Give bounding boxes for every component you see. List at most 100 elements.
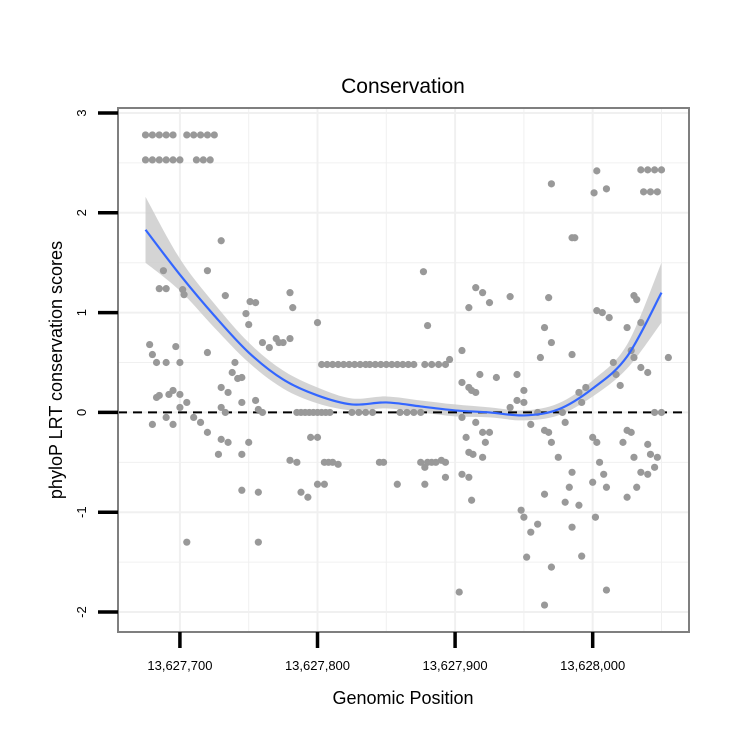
data-point bbox=[183, 398, 191, 407]
data-point bbox=[224, 438, 232, 446]
data-point bbox=[540, 601, 549, 609]
data-point bbox=[637, 363, 645, 372]
data-point bbox=[152, 358, 161, 367]
data-point bbox=[379, 458, 388, 466]
data-point bbox=[404, 360, 412, 369]
x-tick-label: 13,628,000 bbox=[560, 658, 625, 673]
smooth-trend-line bbox=[144, 229, 663, 417]
data-point bbox=[591, 513, 600, 521]
data-point bbox=[520, 398, 528, 407]
data-point bbox=[664, 353, 672, 362]
y-axis: -2 -1 0 1 2 3 bbox=[74, 109, 118, 618]
data-point bbox=[403, 408, 411, 417]
data-point bbox=[258, 338, 267, 347]
data-point bbox=[421, 480, 429, 488]
data-point bbox=[462, 433, 470, 441]
y-tick-label: 1 bbox=[74, 309, 89, 316]
data-point bbox=[320, 480, 328, 488]
data-point bbox=[639, 188, 648, 196]
data-point bbox=[234, 374, 242, 383]
data-point bbox=[355, 408, 363, 417]
data-point bbox=[421, 360, 429, 369]
data-point bbox=[561, 498, 569, 506]
data-point bbox=[458, 470, 466, 478]
data-point bbox=[593, 438, 601, 446]
data-point bbox=[224, 388, 232, 397]
data-point bbox=[286, 289, 294, 297]
data-point bbox=[286, 456, 294, 464]
data-point bbox=[527, 420, 535, 428]
data-point bbox=[637, 166, 645, 174]
data-point bbox=[434, 360, 443, 369]
data-point bbox=[176, 358, 184, 367]
x-tick-label: 13,627,700 bbox=[147, 658, 212, 673]
data-point bbox=[455, 588, 463, 596]
data-point bbox=[393, 360, 401, 369]
data-point bbox=[506, 403, 514, 412]
data-point bbox=[221, 408, 229, 417]
data-point bbox=[432, 458, 440, 466]
data-point bbox=[313, 480, 322, 488]
data-point bbox=[238, 450, 246, 458]
data-point bbox=[445, 355, 454, 364]
data-point bbox=[602, 483, 611, 491]
data-point bbox=[172, 342, 180, 351]
data-point bbox=[469, 450, 477, 458]
data-point bbox=[578, 552, 586, 560]
data-point bbox=[190, 413, 198, 422]
data-point bbox=[217, 383, 225, 392]
y-tick-label: -1 bbox=[74, 506, 89, 518]
data-point bbox=[203, 348, 212, 357]
data-point bbox=[651, 463, 659, 471]
data-point bbox=[513, 370, 521, 379]
data-point bbox=[479, 453, 487, 461]
data-point bbox=[554, 453, 562, 461]
data-point bbox=[368, 408, 377, 417]
data-point bbox=[657, 166, 666, 174]
panel-border bbox=[117, 107, 690, 633]
data-point bbox=[148, 156, 156, 164]
data-point bbox=[155, 131, 163, 139]
data-point bbox=[485, 299, 494, 307]
data-point bbox=[289, 304, 297, 312]
data-point bbox=[630, 353, 638, 362]
data-point bbox=[481, 438, 489, 446]
data-point bbox=[176, 390, 184, 399]
data-point bbox=[536, 353, 545, 362]
data-point bbox=[159, 267, 168, 275]
data-point bbox=[578, 398, 586, 407]
data-point bbox=[307, 433, 315, 441]
data-point bbox=[286, 334, 294, 343]
data-point bbox=[254, 538, 262, 546]
data-point bbox=[589, 433, 597, 441]
data-point bbox=[589, 478, 597, 486]
data-point bbox=[417, 408, 425, 417]
data-point bbox=[162, 413, 170, 422]
data-point bbox=[323, 360, 331, 369]
data-point bbox=[176, 403, 184, 412]
data-point bbox=[605, 314, 613, 322]
data-point bbox=[329, 360, 337, 369]
data-point bbox=[465, 304, 473, 312]
data-point bbox=[616, 381, 624, 390]
data-point bbox=[547, 180, 556, 188]
y-tick-label: 2 bbox=[74, 209, 89, 216]
data-point bbox=[575, 501, 583, 509]
data-point bbox=[595, 458, 604, 466]
data-point bbox=[329, 458, 337, 466]
data-point bbox=[423, 321, 432, 330]
data-point bbox=[623, 323, 631, 332]
data-point bbox=[242, 310, 250, 318]
data-point bbox=[326, 408, 334, 417]
data-point bbox=[348, 408, 356, 417]
data-point bbox=[571, 234, 579, 242]
data-point bbox=[540, 490, 549, 498]
data-point bbox=[246, 298, 254, 306]
data-point bbox=[568, 468, 576, 476]
data-point bbox=[506, 293, 514, 301]
data-point bbox=[590, 189, 598, 197]
data-point bbox=[633, 296, 641, 304]
data-point bbox=[558, 408, 567, 417]
data-point bbox=[410, 360, 418, 369]
data-point bbox=[517, 506, 525, 514]
